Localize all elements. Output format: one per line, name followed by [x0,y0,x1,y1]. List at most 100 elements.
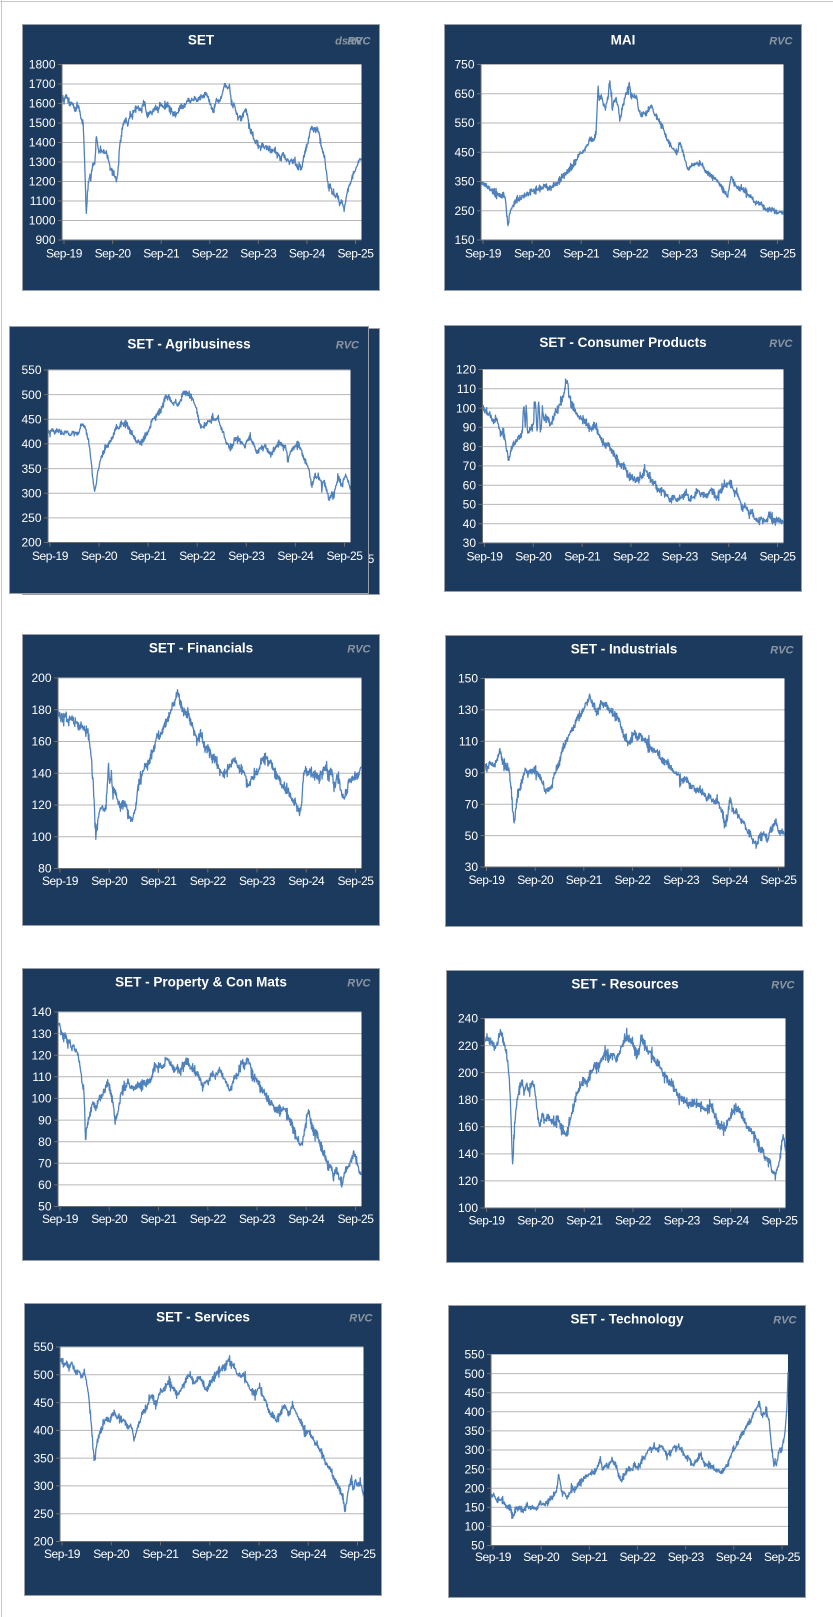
svg-text:Sep-20: Sep-20 [514,247,551,261]
svg-text:SET - Services: SET - Services [156,1310,250,1325]
svg-text:450: 450 [21,413,41,427]
svg-text:450: 450 [33,1396,53,1410]
svg-text:Sep-22: Sep-22 [179,549,216,563]
svg-text:Sep-20: Sep-20 [91,1212,128,1226]
svg-text:1200: 1200 [29,175,56,189]
svg-text:100: 100 [31,1092,51,1106]
svg-text:RVC: RVC [347,36,371,48]
svg-text:80: 80 [38,1135,52,1149]
svg-text:450: 450 [464,1386,484,1400]
svg-text:RVC: RVC [771,980,795,992]
svg-text:140: 140 [31,1005,51,1019]
svg-text:150: 150 [464,1501,484,1515]
svg-text:Sep-22: Sep-22 [615,1214,652,1228]
svg-text:500: 500 [21,388,41,402]
svg-text:70: 70 [463,459,477,473]
svg-text:240: 240 [458,1012,478,1026]
svg-text:30: 30 [465,860,479,874]
svg-text:90: 90 [463,421,477,435]
svg-text:1400: 1400 [29,136,56,150]
svg-text:Sep-23: Sep-23 [663,873,700,887]
svg-text:30: 30 [463,536,477,550]
svg-text:RVC: RVC [349,1313,373,1325]
svg-text:Sep-22: Sep-22 [190,1212,227,1226]
svg-text:160: 160 [31,735,51,749]
svg-text:50: 50 [463,498,477,512]
svg-text:350: 350 [33,1451,53,1465]
svg-text:Sep-22: Sep-22 [615,873,652,887]
svg-text:Sep-25: Sep-25 [760,247,797,261]
svg-text:SET - Resources: SET - Resources [571,977,678,992]
svg-text:Sep-25: Sep-25 [338,1212,375,1226]
svg-text:900: 900 [35,233,55,247]
svg-text:SET - Industrials: SET - Industrials [571,642,678,657]
svg-text:1500: 1500 [29,116,56,130]
svg-text:Sep-21: Sep-21 [130,549,167,563]
svg-text:SET - Technology: SET - Technology [570,1312,683,1327]
svg-text:Sep-24: Sep-24 [290,1547,327,1561]
svg-text:130: 130 [31,1027,51,1041]
svg-text:110: 110 [457,382,476,396]
svg-text:SET - Financials: SET - Financials [149,641,253,656]
svg-text:140: 140 [458,1147,478,1161]
svg-text:550: 550 [21,363,41,377]
svg-text:Sep-24: Sep-24 [288,1212,325,1226]
svg-text:Sep-23: Sep-23 [667,1550,704,1564]
svg-text:1700: 1700 [29,77,56,91]
svg-text:Sep-20: Sep-20 [515,550,552,564]
svg-text:Sep-19: Sep-19 [42,1212,79,1226]
svg-text:Sep-19: Sep-19 [469,1214,506,1228]
svg-text:80: 80 [38,862,52,876]
svg-text:SET: SET [188,33,215,48]
svg-text:650: 650 [454,87,474,101]
svg-text:750: 750 [454,58,474,72]
svg-text:Sep-19: Sep-19 [465,247,502,261]
svg-text:450: 450 [454,145,474,159]
svg-text:300: 300 [464,1443,484,1457]
svg-text:Sep-21: Sep-21 [141,874,178,888]
svg-text:180: 180 [31,703,51,717]
svg-text:Sep-24: Sep-24 [288,874,325,888]
svg-text:200: 200 [21,536,41,550]
svg-text:Sep-23: Sep-23 [239,874,276,888]
svg-text:Sep-25: Sep-25 [338,874,375,888]
svg-text:550: 550 [33,1340,53,1354]
svg-text:1800: 1800 [29,58,56,72]
svg-text:50: 50 [38,1200,52,1214]
svg-text:Sep-20: Sep-20 [517,1214,554,1228]
svg-text:Sep-19: Sep-19 [469,873,506,887]
svg-text:Sep-20: Sep-20 [91,874,128,888]
svg-text:RVC: RVC [773,1315,797,1327]
svg-text:Sep-20: Sep-20 [93,1547,130,1561]
svg-text:90: 90 [38,1113,52,1127]
svg-text:Sep-23: Sep-23 [228,549,265,563]
svg-text:Sep-20: Sep-20 [95,247,132,261]
svg-text:Sep-20: Sep-20 [517,873,554,887]
svg-text:Sep-20: Sep-20 [523,1550,560,1564]
svg-text:Sep-22: Sep-22 [191,1547,228,1561]
svg-text:400: 400 [21,437,41,451]
svg-text:Sep-21: Sep-21 [566,1214,603,1228]
svg-text:110: 110 [32,1070,51,1084]
svg-text:140: 140 [31,766,51,780]
svg-text:Sep-23: Sep-23 [662,550,699,564]
svg-text:Sep-23: Sep-23 [661,247,698,261]
svg-text:Sep-23: Sep-23 [239,1212,276,1226]
svg-text:70: 70 [465,797,479,811]
svg-text:60: 60 [463,478,477,492]
svg-text:Sep-21: Sep-21 [571,1550,608,1564]
svg-text:70: 70 [38,1157,52,1171]
svg-text:120: 120 [456,363,476,377]
svg-text:Sep-19: Sep-19 [475,1550,512,1564]
svg-text:Sep-20: Sep-20 [81,549,118,563]
svg-text:Sep-19: Sep-19 [467,550,504,564]
svg-text:Sep-21: Sep-21 [564,550,601,564]
svg-text:Sep-24: Sep-24 [715,1550,752,1564]
svg-text:200: 200 [458,1066,478,1080]
svg-text:Sep-25: Sep-25 [764,1550,801,1564]
svg-text:Sep-24: Sep-24 [289,247,326,261]
svg-text:Sep-25: Sep-25 [327,549,364,563]
svg-text:RVC: RVC [769,36,793,48]
svg-text:300: 300 [21,486,41,500]
svg-text:Sep-22: Sep-22 [612,247,649,261]
